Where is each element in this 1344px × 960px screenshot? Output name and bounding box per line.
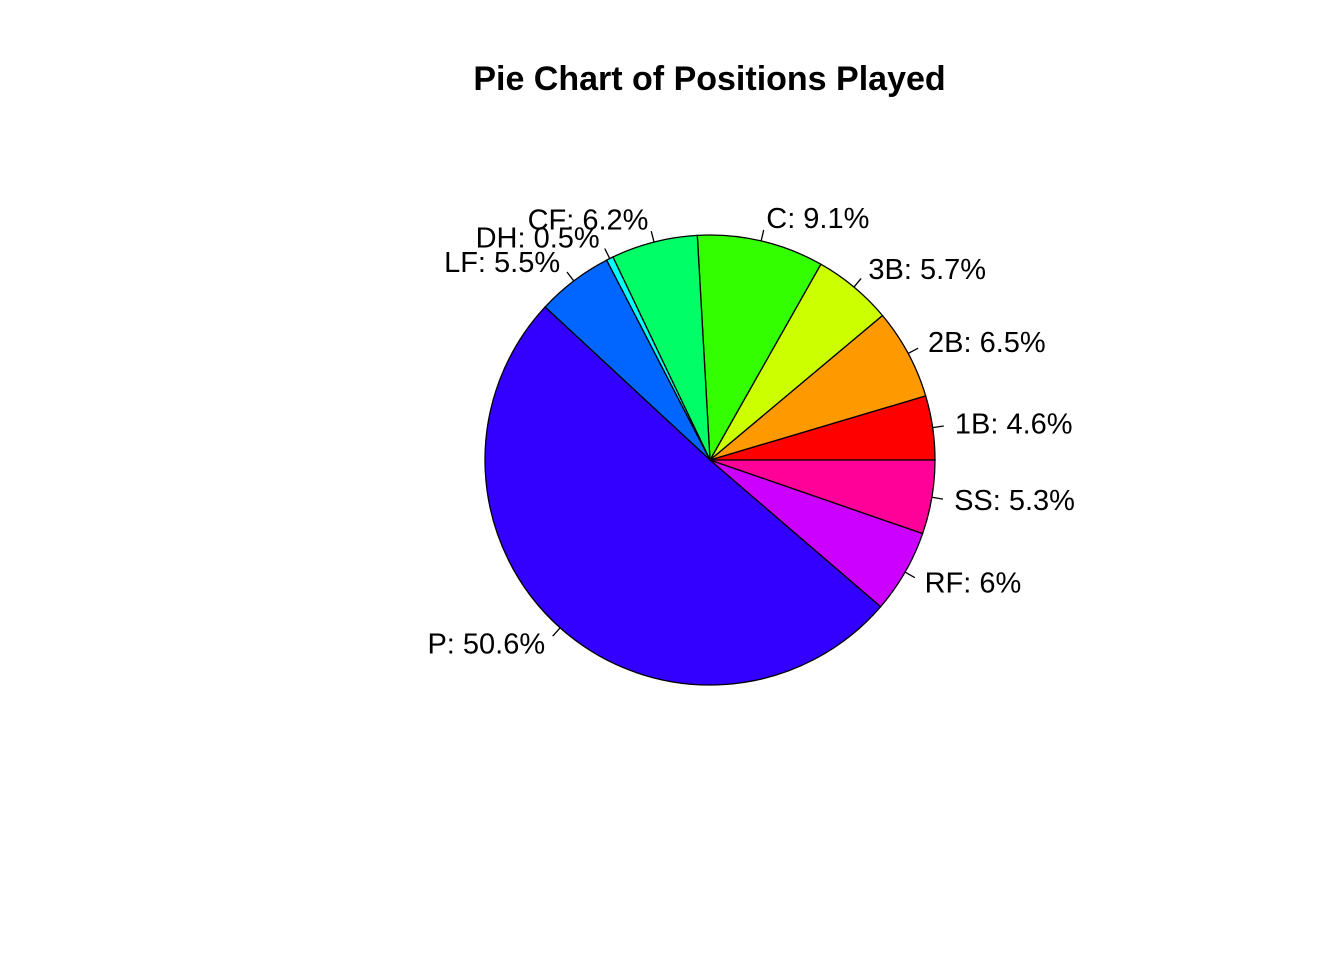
slice-label: LF: 5.5% xyxy=(444,247,560,279)
chart-title: Pie Chart of Positions Played xyxy=(473,60,946,98)
slice-label: C: 9.1% xyxy=(766,203,869,235)
label-tick xyxy=(650,231,655,243)
label-tick xyxy=(604,248,611,259)
label-tick xyxy=(904,571,916,579)
slice-label: 3B: 5.7% xyxy=(868,254,986,286)
slice-labels: 1B: 4.6% 2B: 6.5% 3B: 5.7% C: 9.1% CF: 6.2%D… xyxy=(427,203,1075,661)
slice-label: DH: 0.5% xyxy=(476,222,600,254)
label-tick xyxy=(760,229,765,242)
slice-label: RF: 6% xyxy=(925,567,1022,599)
label-tick xyxy=(566,271,575,282)
pie-slice xyxy=(696,234,822,463)
slice-label: 2B: 6.5% xyxy=(928,327,1046,359)
slice-label: 1B: 4.6% xyxy=(955,408,1073,440)
label-ticks xyxy=(552,229,944,637)
pie-slices xyxy=(484,234,936,686)
label-tick xyxy=(931,496,944,500)
pie-slice xyxy=(709,459,936,535)
slice-label: P: 50.6% xyxy=(427,629,545,661)
label-tick xyxy=(907,347,919,355)
label-tick xyxy=(932,425,944,429)
slice-label: CF: 6.2% xyxy=(528,204,649,236)
slice-label: SS: 5.3% xyxy=(954,485,1075,517)
label-tick xyxy=(552,627,561,637)
label-tick xyxy=(853,278,862,288)
